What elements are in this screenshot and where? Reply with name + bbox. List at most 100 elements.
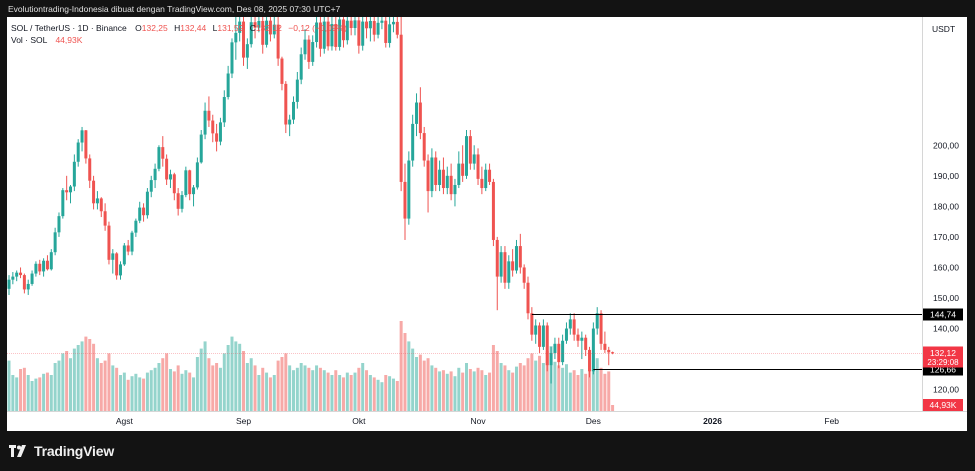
candle-body xyxy=(107,225,111,260)
candle-body xyxy=(95,198,99,204)
price-axis-ticks: 200,00 190,00 180,00 170,00 160,00 150,00 140,… xyxy=(933,140,959,394)
volume-bar xyxy=(453,376,457,411)
volume-bar xyxy=(353,372,357,411)
volume-bar xyxy=(69,358,73,411)
volume-bar xyxy=(418,354,422,411)
volume-bar xyxy=(603,373,607,411)
volume-bar xyxy=(564,364,568,411)
price-tick-label: 150,00 xyxy=(933,293,959,303)
candle-body xyxy=(380,20,384,23)
volume-bar xyxy=(438,371,442,411)
candle-body xyxy=(534,325,538,335)
candle-body xyxy=(245,44,249,58)
candle-body xyxy=(445,175,449,189)
volume-bar xyxy=(403,333,407,411)
volume-bar xyxy=(226,345,230,411)
volume-bar xyxy=(218,367,222,411)
candle-body xyxy=(538,325,542,347)
candle-body xyxy=(415,102,419,124)
candle-body xyxy=(315,22,319,43)
candle-body xyxy=(192,187,196,195)
volume-bar xyxy=(42,373,46,411)
volume-bar xyxy=(145,372,149,411)
volume-bar xyxy=(388,376,392,411)
volume-bar xyxy=(211,365,215,411)
candle-body xyxy=(49,252,53,270)
candle-body xyxy=(172,174,176,194)
volume-bar xyxy=(53,363,57,411)
volume-bar xyxy=(195,357,199,411)
candle-body xyxy=(280,58,284,84)
level-price-label: 126,66 xyxy=(930,365,956,375)
candle-body xyxy=(157,147,161,169)
tradingview-logo-icon xyxy=(9,444,29,458)
candle-body xyxy=(103,211,107,226)
legend[interactable]: SOL / TetherUS · 1D · Binance O132,25 H1… xyxy=(11,23,347,45)
candle-body xyxy=(599,313,603,344)
time-axis-label: Nov xyxy=(470,416,486,426)
candle-body xyxy=(553,343,557,353)
legend-change: −0,12 (−0,09%) xyxy=(288,23,347,33)
candle-body xyxy=(261,20,265,45)
volume-bar xyxy=(138,377,142,411)
candle-body xyxy=(526,282,530,314)
volume-bar xyxy=(595,358,599,411)
volume-bar xyxy=(257,375,261,411)
candle-body xyxy=(30,273,34,284)
candle-body xyxy=(295,79,299,102)
volume-bar xyxy=(291,370,295,411)
price-chart[interactable]: SOL / TetherUS · 1D · Binance O132,25 H1… xyxy=(7,17,967,431)
volume-bar xyxy=(395,381,399,411)
volume-bar xyxy=(572,370,576,411)
volume-bar xyxy=(30,381,34,411)
candle-body xyxy=(153,168,157,181)
volume-bar xyxy=(184,370,188,411)
volume-bar xyxy=(449,371,453,411)
time-axis-label: Des xyxy=(586,416,601,426)
volume-bar xyxy=(215,363,219,411)
volume-bar xyxy=(514,366,518,411)
volume-bar xyxy=(249,358,253,411)
candle-body xyxy=(326,21,330,47)
last-price-tag xyxy=(923,346,963,368)
volume-bar xyxy=(107,353,111,411)
volume-bar xyxy=(165,353,169,411)
candle-body xyxy=(461,163,465,176)
price-tick-label: 200,00 xyxy=(933,140,959,150)
volume-bar xyxy=(65,351,69,411)
time-axis-labels: Agst Sep Okt Nov Des 2026 Feb xyxy=(116,416,839,426)
volume-bar xyxy=(295,367,299,411)
svg-text:SOL / TetherUS · 1D · Binance: SOL / TetherUS · 1D · Binance O132,25 H1… xyxy=(11,23,347,33)
volume-bar xyxy=(88,339,92,411)
volume-bar xyxy=(203,341,207,411)
volume-bar xyxy=(411,348,415,411)
volume-bar xyxy=(207,358,211,411)
volume-bar xyxy=(503,365,507,411)
candle-body xyxy=(142,207,146,216)
volume-bar xyxy=(19,369,23,411)
candle-body xyxy=(372,20,376,35)
legend-close-label: C xyxy=(250,23,256,33)
tradingview-footer[interactable]: TradingView xyxy=(9,442,114,460)
candle-body xyxy=(15,272,19,277)
candle-body xyxy=(564,328,568,341)
candle-body xyxy=(126,245,130,252)
volume-bar xyxy=(272,375,276,411)
candle-body xyxy=(218,122,222,142)
volume-bar xyxy=(199,348,203,411)
bar-countdown-label: 23:29:08 xyxy=(927,358,959,367)
volume-bar xyxy=(457,367,461,411)
time-axis-label: 2026 xyxy=(703,416,722,426)
candle-body xyxy=(257,20,261,28)
chart-panel[interactable]: SOL / TetherUS · 1D · Binance O132,25 H1… xyxy=(7,17,967,431)
candle-body xyxy=(53,232,57,253)
candle-body xyxy=(514,246,518,271)
candle-body xyxy=(26,283,30,290)
price-tick-label: 160,00 xyxy=(933,262,959,272)
candle-body xyxy=(488,169,492,182)
level-price-label: 144,74 xyxy=(930,310,956,320)
volume-bar xyxy=(488,372,492,411)
volume-bar xyxy=(268,377,272,411)
volume-bar xyxy=(95,358,99,411)
